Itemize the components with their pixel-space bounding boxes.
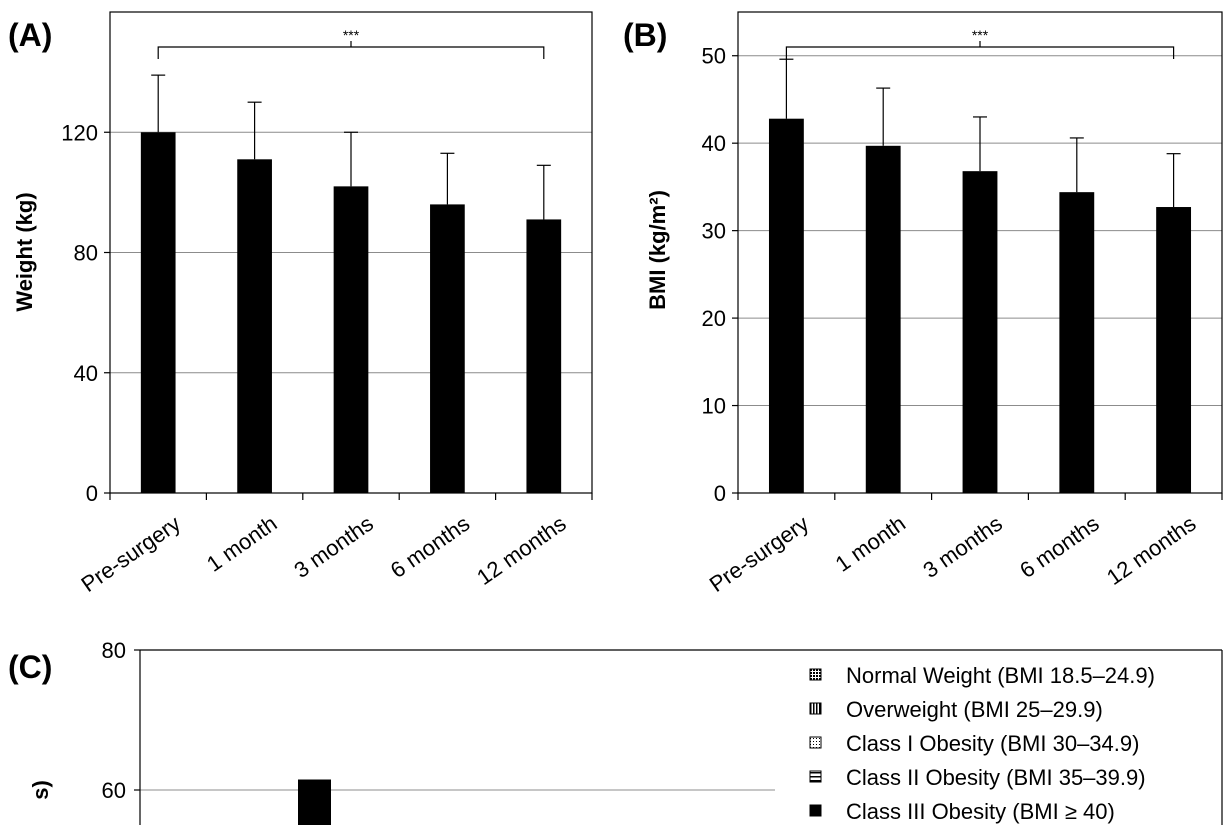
- category-label: 12 months: [472, 511, 570, 590]
- panel-b-significance-bracket: ***: [785, 27, 1175, 59]
- panel-c-y-axis-label-fragment: s): [28, 780, 53, 800]
- category-label: 1 month: [202, 511, 281, 577]
- panel-a-weight-chart: 0 40 80 120 Pre-surgery 1 month 3 months 6 mon…: [12, 11, 593, 597]
- y-tick-label: 30: [702, 219, 726, 244]
- category-label: 6 months: [1015, 511, 1103, 583]
- significance-label: ***: [972, 27, 989, 43]
- category-label: 6 months: [386, 511, 474, 583]
- category-label: 12 months: [1102, 511, 1200, 590]
- y-tick-label: 50: [702, 44, 726, 69]
- panel-b-bars: [768, 58, 1192, 494]
- legend-entry: Class III Obesity (BMI ≥ 40): [846, 799, 1115, 824]
- legend-entry: Overweight (BMI 25–29.9): [846, 697, 1103, 722]
- bar: [1059, 192, 1095, 493]
- legend-swatch: [809, 668, 822, 681]
- panel-a-tick-labels: 0 40 80 120: [61, 120, 98, 506]
- bar: [526, 219, 562, 493]
- category-label: Pre-surgery: [77, 511, 185, 597]
- panel-a-significance-bracket: ***: [157, 27, 545, 59]
- y-tick-label: 40: [74, 361, 98, 386]
- bar: [865, 145, 901, 493]
- bar: [962, 171, 998, 493]
- panel-b-bmi-chart: 0 10 20 30 40 50 Pre-surgery 1 month 3 months 6 …: [645, 11, 1223, 597]
- y-tick-label: 80: [102, 638, 126, 663]
- y-tick-label: 0: [86, 481, 98, 506]
- legend-swatch: [809, 804, 822, 817]
- panel-a-y-axis-label: Weight (kg): [12, 192, 37, 311]
- bar: [237, 159, 272, 493]
- bar: [1156, 207, 1192, 494]
- legend-entry: Class I Obesity (BMI 30–34.9): [846, 731, 1139, 756]
- y-tick-label: 80: [74, 241, 98, 266]
- panel-c-bars: [298, 779, 331, 825]
- y-tick-label: 40: [702, 131, 726, 156]
- panel-b-label: (B): [623, 17, 667, 53]
- category-label: 1 month: [831, 511, 910, 577]
- y-tick-label: 0: [714, 481, 726, 506]
- panel-a-bars: [140, 74, 562, 494]
- legend-swatch: [809, 770, 822, 783]
- panel-c-axes: [134, 649, 1223, 825]
- panel-c-label: (C): [8, 649, 52, 685]
- legend-swatch: [809, 702, 822, 715]
- bar: [333, 186, 369, 494]
- y-tick-label: 10: [702, 394, 726, 419]
- significance-bracket-line: [785, 46, 1175, 59]
- category-label: 3 months: [289, 511, 377, 583]
- significance-label: ***: [343, 27, 360, 43]
- y-tick-label: 120: [61, 120, 98, 145]
- bar: [430, 204, 465, 493]
- category-label: 3 months: [918, 511, 1006, 583]
- category-label: Pre-surgery: [705, 511, 813, 597]
- y-tick-label: 20: [702, 306, 726, 331]
- panel-c-obesity-class-chart: 60 80 Normal Weight (BMI 18.5–24.9) Overwe…: [28, 638, 1223, 825]
- panel-a-axes: [104, 11, 593, 500]
- legend-entry: Class II Obesity (BMI 35–39.9): [846, 765, 1146, 790]
- bar: [768, 118, 804, 493]
- legend-swatch: [809, 736, 822, 749]
- bar-class-iii: [298, 779, 331, 825]
- y-tick-label: 60: [102, 778, 126, 803]
- panel-c-tick-labels: 60 80: [102, 638, 126, 803]
- significance-bracket-line: [157, 46, 545, 59]
- legend-entry: Normal Weight (BMI 18.5–24.9): [846, 663, 1155, 688]
- panel-b-y-axis-label: BMI (kg/m²): [645, 190, 670, 310]
- panel-b-tick-labels: 0 10 20 30 40 50: [702, 44, 726, 506]
- panel-c-legend: Normal Weight (BMI 18.5–24.9) Overweight …: [809, 663, 1155, 824]
- panel-a-label: (A): [8, 17, 52, 53]
- plot-frame: [737, 11, 1223, 494]
- bar: [140, 132, 176, 493]
- panel-b-axes: [732, 11, 1223, 500]
